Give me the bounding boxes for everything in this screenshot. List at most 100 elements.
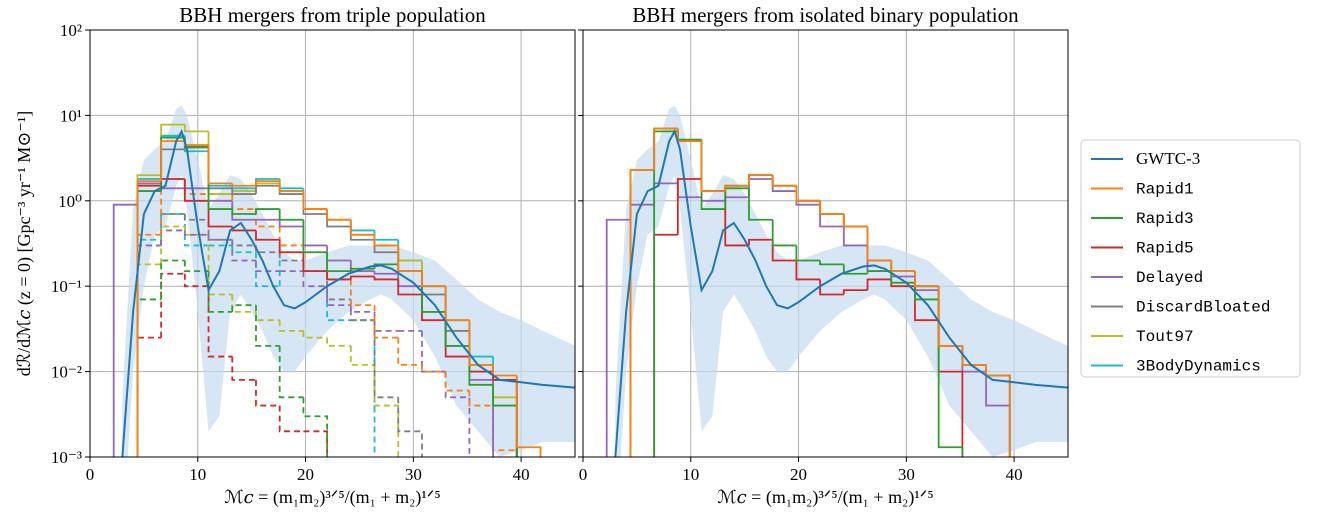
histogram-bin [653,127,678,170]
histogram-bin [349,226,375,241]
histogram-bin [748,174,773,186]
dashed-histogram-bin [397,397,423,457]
histogram-bin [819,200,844,215]
histogram-bin [771,219,797,247]
plot-area [90,30,575,457]
histogram-bin [629,169,655,457]
confidence-band [615,105,1068,457]
dashed-histogram-bin [255,379,280,407]
histogram-bin [819,200,844,215]
dashed-histogram-bin [444,371,470,392]
histogram-bin [278,209,304,221]
histogram-bin [349,275,375,280]
axes-frame [582,29,1069,458]
histogram-bin [373,271,399,275]
dashed-histogram-bin [278,405,304,433]
legend-label: Rapid1 [1136,181,1194,199]
histogram-bin [914,271,939,288]
dashed-histogram-bin [326,271,351,322]
histogram-bin [795,245,821,262]
x-tick-label: 0 [579,465,588,484]
dashed-histogram-bin [349,299,375,322]
histogram-bin [349,219,375,236]
histogram-bin [819,279,844,296]
histogram-bin [278,219,304,228]
histogram-bin [373,263,399,269]
dashed-histogram-bin [207,234,233,296]
dashed-histogram-bin [349,345,375,366]
axes-frame [89,29,576,458]
histogram-bin [605,218,631,457]
dashed-histogram-bin [136,298,162,457]
legend-label: DiscardBloated [1136,299,1270,317]
histogram-bin [842,226,868,247]
dashed-histogram-bin [255,209,280,228]
histogram-bin [842,214,868,228]
histogram-bin [795,185,821,202]
dashed-histogram-bin [160,225,185,265]
histogram-bin [326,209,351,221]
y-tick-label: 10⁻¹ [51,277,82,296]
histogram-bin [302,252,328,273]
y-tick-label: 10⁻² [51,363,82,382]
histogram-bin [771,175,797,187]
histogram-bin [985,364,1011,457]
x-tick-label: 40 [513,465,530,484]
histogram-bin [278,185,304,195]
y-tick-label: 10² [60,21,82,40]
histogram-bin [842,289,868,295]
histogram-bin [724,184,749,192]
histogram-bin [421,271,446,288]
histogram-bin [724,191,749,247]
histogram-bin [748,174,773,186]
histogram-bin [866,226,892,262]
legend-label: GWTC-3 [1136,149,1200,168]
y-tick-label: 10⁻³ [51,448,82,467]
histogram-bin [373,276,399,281]
histogram-bin [349,219,375,232]
dashed-histogram-bin [231,239,256,262]
dashed-histogram-bin [349,305,375,313]
dashed-histogram-bin [302,245,328,254]
histogram-bin [302,188,328,210]
dashed-histogram-bin [302,271,328,288]
histogram-bin [468,320,494,366]
dashed-histogram-bin [183,214,209,221]
histogram-bin [795,260,821,281]
histogram-bin [795,185,821,202]
dashed-histogram-bin [183,214,209,247]
dashed-histogram-bin [136,336,162,457]
histogram-bin [373,230,399,241]
dashed-histogram-bin [397,337,422,366]
dashed-histogram-bin [350,319,376,457]
histogram-bin [492,384,518,457]
dashed-histogram-bin [326,286,351,307]
histogram-bin [255,208,280,215]
histogram-bin [326,209,351,221]
histogram-bin [937,286,963,347]
dashed-histogram-bin [326,337,351,347]
x-tick-label: 20 [790,465,807,484]
histogram-bin [349,219,375,236]
histogram-bin [748,174,773,186]
dashed-histogram-bin [183,273,209,288]
histogram-bin [326,209,351,221]
gwtc-line [121,128,575,457]
histogram-bin [231,188,256,195]
dashed-histogram-bin [231,304,256,312]
chart-title: BBH mergers from triple population [179,3,486,27]
histogram-bin [842,214,868,228]
histogram-bin [795,191,821,206]
histogram-bin [819,204,844,228]
dashed-histogram-bin [349,279,375,307]
histogram-bin [397,279,422,296]
dashed-histogram-bin [373,305,399,339]
dashed-histogram-bin [255,311,280,322]
histogram-bin [136,180,162,457]
histogram-bin [326,271,351,281]
histogram-bin [302,191,328,210]
histogram-bin [183,179,209,202]
legend-label: Rapid3 [1136,210,1194,228]
histogram-bin [866,278,892,291]
